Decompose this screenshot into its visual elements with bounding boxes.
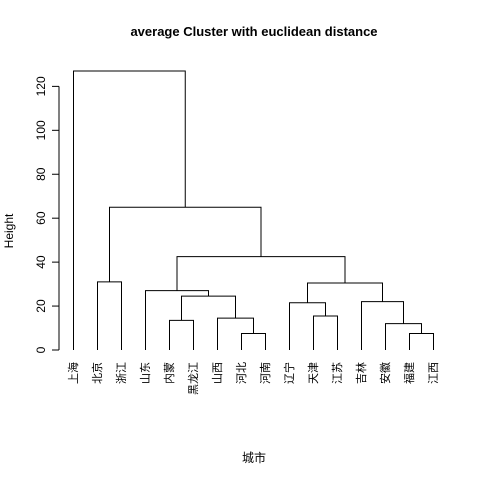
merge-link-m5 <box>217 317 254 350</box>
merge-link-m11 <box>307 282 383 303</box>
leaf-label: 山西 <box>211 362 224 384</box>
merge-link-m15 <box>73 70 186 350</box>
leaf-label: 安徽 <box>378 362 392 384</box>
y-tick-label: 60 <box>34 211 48 225</box>
dendrogram-links <box>73 70 434 350</box>
y-tick-label: 20 <box>34 299 48 313</box>
y-tick-label: 0 <box>34 346 48 353</box>
leaf-label: 江苏 <box>331 362 344 384</box>
leaf-label: 天津 <box>307 362 320 384</box>
x-axis-label: 城市 <box>242 450 266 465</box>
merge-link-m9 <box>181 295 236 321</box>
leaf-label: 黑龙江 <box>187 362 200 395</box>
merge-link-m7 <box>289 302 326 350</box>
chart-title: average Cluster with euclidean distance <box>130 24 377 39</box>
y-axis-label: Height <box>2 213 16 248</box>
leaf-label: 浙江 <box>115 362 128 384</box>
leaf-label: 上海 <box>66 362 80 384</box>
merge-link-m13 <box>176 256 346 291</box>
leaf-label: 北京 <box>90 362 104 384</box>
y-tick-label: 100 <box>34 120 48 140</box>
y-axis: 0 20 40 60 80 100 120 <box>34 76 60 353</box>
leaf-label: 河南 <box>259 362 272 384</box>
y-tick-label: 120 <box>34 76 48 96</box>
leaf-label: 山东 <box>139 362 152 384</box>
leaf-label: 吉林 <box>354 362 368 384</box>
leaf-label: 河北 <box>235 362 248 384</box>
leaf-labels: 上海 北京 浙江 山东 内蒙 黑龙江 山西 河北 河南 辽宁 天津 江苏 吉林 安徽 福建 江西 <box>66 362 440 395</box>
leaf-label: 内蒙 <box>162 362 176 384</box>
merge-link-m4 <box>169 319 194 350</box>
merge-link-m6 <box>313 315 338 350</box>
leaf-label: 辽宁 <box>282 362 296 384</box>
merge-link-m8 <box>361 301 404 350</box>
y-tick-label: 80 <box>34 167 48 181</box>
y-tick-label: 40 <box>34 255 48 269</box>
merge-link-m14 <box>109 206 262 282</box>
merge-link-m1 <box>241 333 266 350</box>
merge-link-m2 <box>409 333 434 350</box>
merge-link-m12 <box>97 281 122 350</box>
merge-link-m3 <box>385 323 422 350</box>
leaf-label: 福建 <box>402 362 416 384</box>
leaf-label: 江西 <box>427 362 440 384</box>
